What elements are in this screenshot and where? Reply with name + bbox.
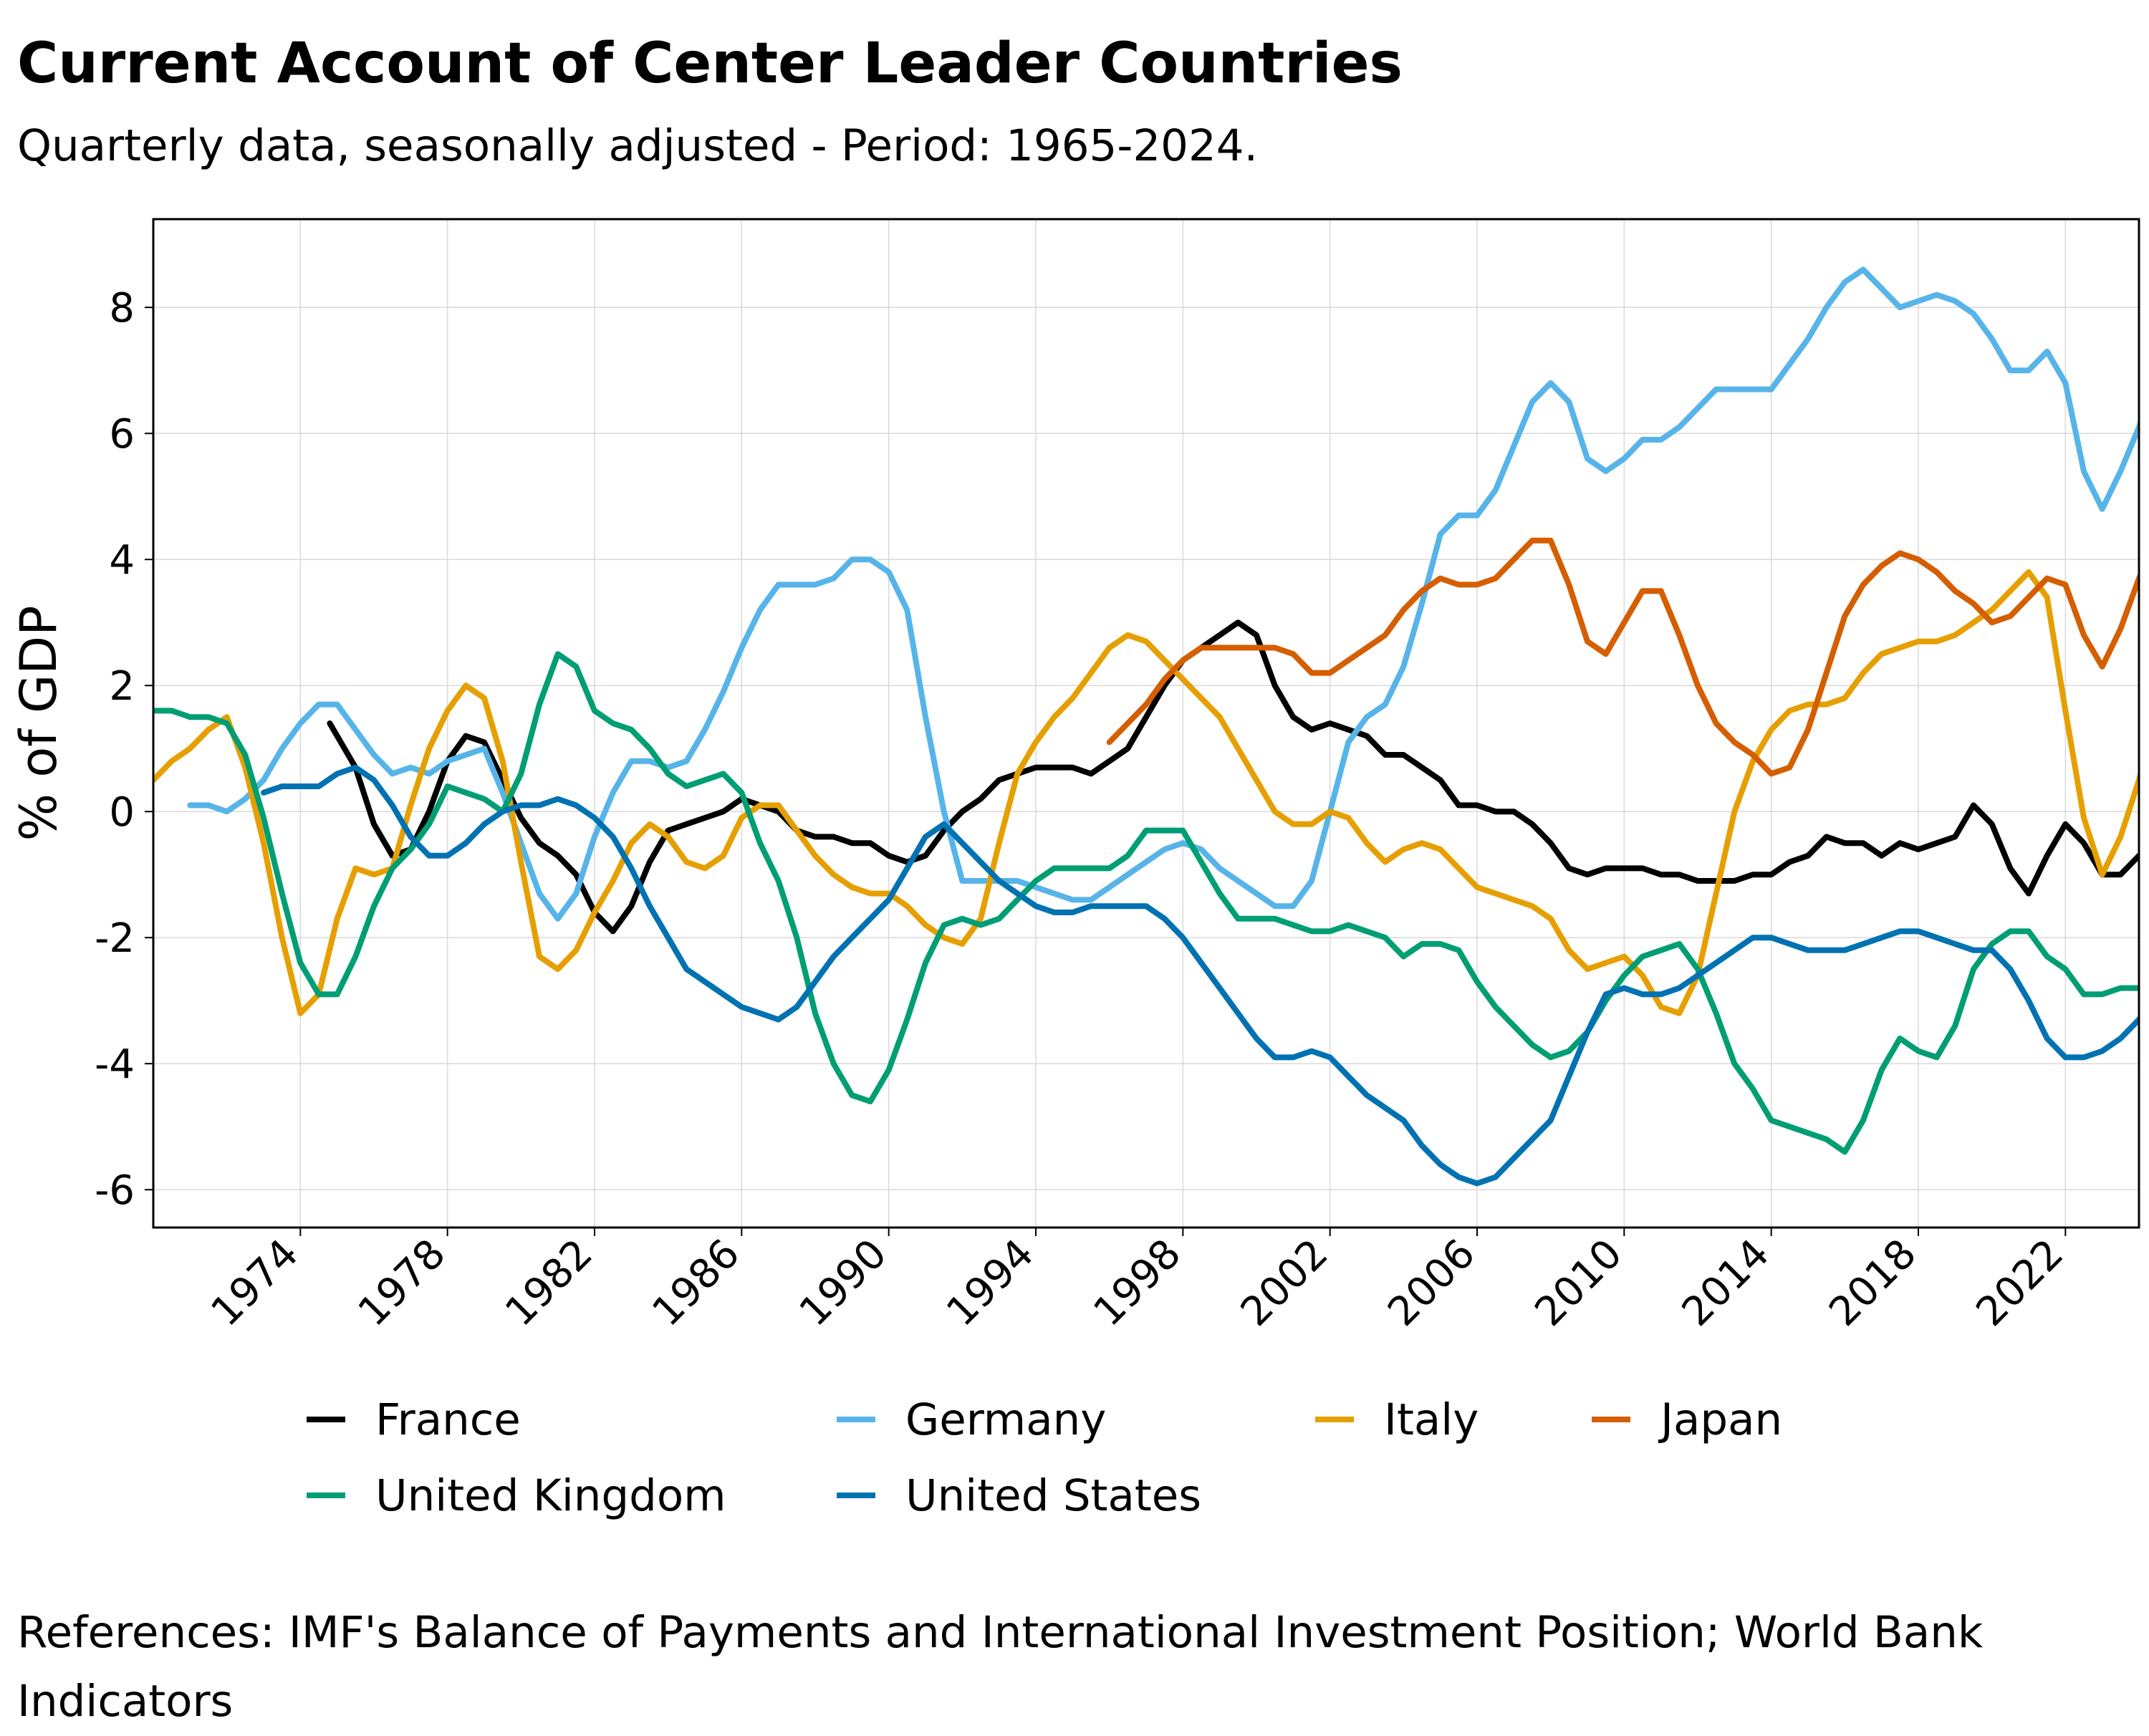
references-footnote: References: IMF's Balance of Payments an…	[17, 1607, 1984, 1727]
legend-label-germany: Germany	[905, 1394, 1106, 1445]
x-tick-label: 1974	[202, 1230, 307, 1336]
y-axis-ticks: -6 -4 -2 0 2 4 6 8	[95, 285, 153, 1214]
series-lines	[153, 266, 2139, 1187]
x-tick-label: 1998	[1085, 1230, 1190, 1336]
legend-label-united-states: United States	[905, 1470, 1201, 1521]
y-axis-label: % of GDP	[9, 606, 68, 842]
series-line-italy	[153, 569, 2139, 1016]
chart-subtitle: Quarterly data, seasonally adjusted - Pe…	[17, 120, 1258, 171]
x-tick-label: 1978	[350, 1230, 455, 1336]
x-tick-label: 1990	[791, 1230, 896, 1336]
legend-label-italy: Italy	[1384, 1394, 1479, 1445]
legend-label-france: France	[375, 1394, 521, 1445]
y-tick-label: 4	[109, 537, 135, 584]
series-line-france	[327, 619, 2139, 935]
y-tick-label: -4	[95, 1041, 135, 1088]
x-tick-label: 1986	[643, 1230, 749, 1336]
y-tick-label: -6	[95, 1167, 135, 1214]
x-tick-label: 2002	[1232, 1230, 1337, 1336]
x-tick-label: 1994	[938, 1230, 1043, 1336]
grid	[153, 219, 2139, 1228]
x-tick-label: 1982	[496, 1230, 602, 1336]
y-tick-label: 6	[109, 411, 135, 458]
chart-title: Current Account of Center Leader Countri…	[17, 32, 1403, 96]
plot-frame	[152, 218, 2140, 1229]
x-tick-label: 2018	[1820, 1230, 1926, 1336]
y-tick-label: 0	[109, 789, 135, 836]
legend-label-united-kingdom: United Kingdom	[375, 1470, 726, 1521]
series-line-united-kingdom	[153, 651, 2139, 1155]
series-line-united-states	[261, 764, 2139, 1187]
y-tick-label: -2	[95, 915, 135, 962]
legend: France Germany Italy Japan United Kingdom Uni…	[307, 1394, 1782, 1521]
y-tick-label: 8	[109, 285, 135, 332]
x-tick-label: 2014	[1673, 1230, 1779, 1336]
x-axis-ticks: 1974 1978 1982 1986 1990 1994 1998 2002 2006 2010…	[202, 1228, 2072, 1336]
x-tick-label: 2022	[1967, 1230, 2072, 1336]
legend-label-japan: Japan	[1658, 1394, 1782, 1445]
x-tick-label: 2006	[1379, 1230, 1484, 1336]
series-line-japan	[1106, 537, 2139, 777]
x-tick-label: 2010	[1526, 1230, 1631, 1336]
y-tick-label: 2	[109, 663, 135, 710]
